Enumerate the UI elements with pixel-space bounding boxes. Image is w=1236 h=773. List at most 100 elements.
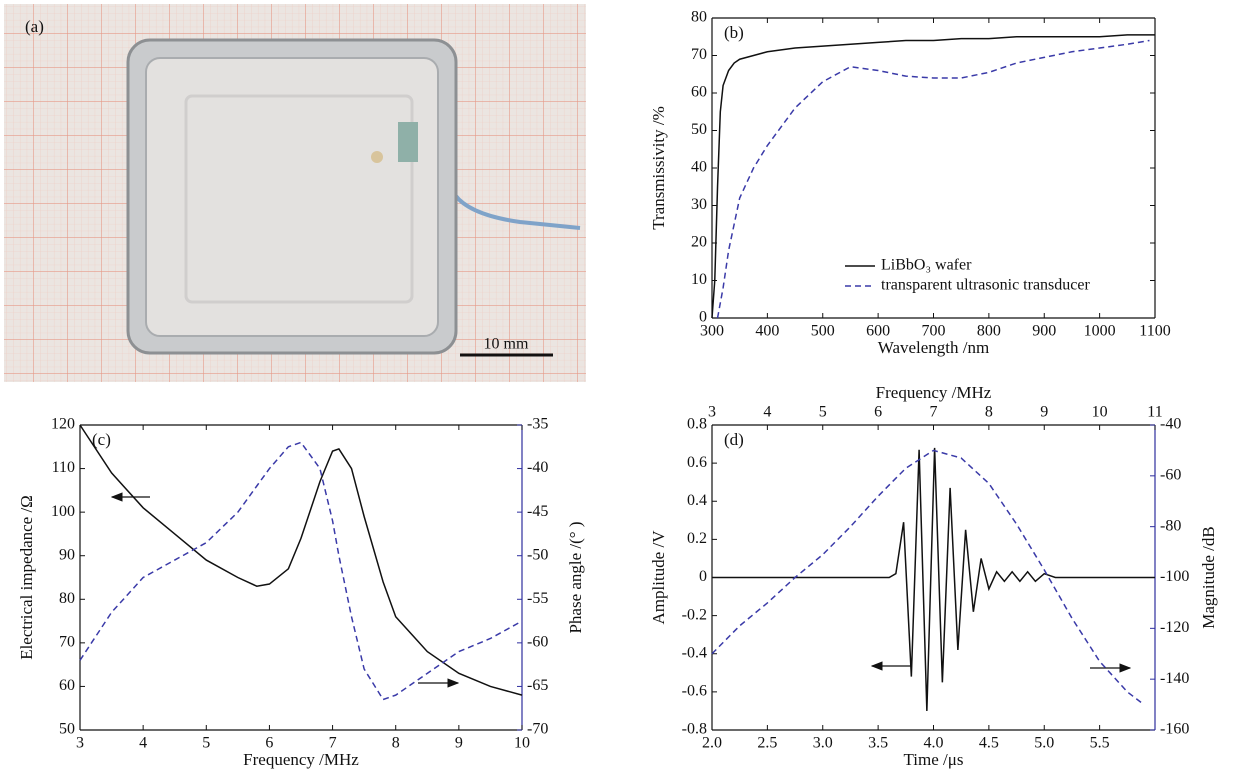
x-tick-label: 9 [455, 735, 463, 752]
y2-axis-title: Phase angle /(° ) [566, 521, 585, 633]
x-tick-label: 3.5 [868, 735, 888, 752]
y-tick-label: -0.6 [682, 683, 707, 700]
y-tick-label: 80 [691, 9, 707, 26]
series-line [716, 39, 1150, 319]
y2-tick-label: -80 [1160, 517, 1181, 534]
x-tick-label: 1100 [1139, 323, 1170, 340]
element [371, 151, 383, 163]
y-tick-label: 40 [691, 159, 707, 176]
photo-panel: (a) 10 mm [4, 4, 586, 382]
cable [453, 193, 581, 230]
x-tick-label: 400 [755, 323, 779, 340]
y2-tick-label: -160 [1160, 721, 1189, 738]
x-tick-label: 2.0 [702, 735, 722, 752]
x-axis-title: Frequency /MHz [243, 750, 359, 769]
x-tick-label: 3 [76, 735, 84, 752]
y2-tick-label: -60 [1160, 467, 1181, 484]
x-tick-label: 10 [514, 735, 530, 752]
y2-tick-label: -45 [527, 503, 548, 520]
scale-bar-label: 10 mm [484, 336, 529, 353]
y-tick-label: 0.6 [687, 454, 707, 471]
x2-tick-label: 8 [985, 404, 993, 421]
y-tick-label: 60 [59, 677, 75, 694]
x2-tick-label: 4 [763, 404, 771, 421]
y-tick-label: 0.4 [687, 492, 707, 509]
panel-label: (c) [92, 430, 111, 449]
electrode [398, 122, 418, 162]
y-tick-label: 70 [691, 46, 707, 63]
panel-label: (d) [724, 430, 744, 449]
y-tick-label: 20 [691, 234, 707, 251]
y-axis-title: Electrical impedance /Ω [17, 495, 36, 660]
series-line [711, 449, 1145, 706]
y-tick-label: 90 [59, 546, 75, 563]
y-tick-label: 0 [699, 568, 707, 585]
y-tick-label: 0.2 [687, 530, 707, 547]
y-tick-label: 0.8 [687, 416, 707, 433]
series-line [79, 424, 523, 696]
y-tick-label: 0 [699, 309, 707, 326]
y-tick-label: 50 [59, 721, 75, 738]
x-tick-label: 600 [866, 323, 890, 340]
y2-tick-label: -100 [1160, 568, 1189, 585]
x-tick-label: 4.5 [979, 735, 999, 752]
inner-edge [184, 94, 414, 304]
series-line [711, 34, 1155, 319]
x-tick-label: 5.0 [1034, 735, 1054, 752]
y2-tick-label: -70 [527, 721, 548, 738]
y2-tick-label: -50 [527, 546, 548, 563]
x-axis-title: Wavelength /nm [878, 338, 989, 357]
y2-tick-label: -140 [1160, 670, 1189, 687]
panel-label: (a) [25, 17, 44, 36]
legend-label: transparent ultrasonic transducer [881, 277, 1090, 294]
x2-tick-label: 7 [930, 404, 938, 421]
x-tick-label: 4 [139, 735, 147, 752]
y-tick-label: 50 [691, 121, 707, 138]
window [145, 57, 439, 337]
x-tick-label: 700 [922, 323, 946, 340]
x-tick-label: 4.0 [924, 735, 944, 752]
x2-tick-label: 6 [874, 404, 882, 421]
series-line [79, 441, 523, 701]
y-axis-title: Amplitude /V [649, 530, 668, 625]
y2-tick-label: -40 [527, 459, 548, 476]
arrows [110, 492, 1132, 688]
x2-tick-label: 11 [1147, 404, 1162, 421]
x-tick-label: 500 [811, 323, 835, 340]
x-tick-label: 3.0 [813, 735, 833, 752]
series-line [712, 447, 1155, 711]
x-tick-label: 900 [1032, 323, 1056, 340]
x2-tick-label: 9 [1040, 404, 1048, 421]
x2-axis-title: Frequency /MHz [876, 383, 992, 402]
y-tick-label: 30 [691, 196, 707, 213]
panel-label: (b) [724, 23, 744, 42]
x-tick-label: 5 [202, 735, 210, 752]
y2-axis-title: Magnitude /dB [1199, 526, 1218, 628]
x-tick-label: 800 [977, 323, 1001, 340]
legend-label: LiBbO₃ wafer [881, 257, 972, 274]
y-tick-label: -0.8 [682, 721, 707, 738]
y-tick-label: 110 [52, 459, 75, 476]
x-tick-label: 6 [265, 735, 273, 752]
y2-tick-label: -120 [1160, 619, 1189, 636]
y-tick-label: 70 [59, 634, 75, 651]
x2-tick-label: 3 [708, 404, 716, 421]
y2-tick-label: -40 [1160, 416, 1181, 433]
x-axis-title: Time /μs [904, 750, 964, 769]
y-tick-label: 100 [51, 503, 75, 520]
y-tick-label: 80 [59, 590, 75, 607]
y-tick-label: 120 [51, 416, 75, 433]
x-tick-label: 5.5 [1090, 735, 1110, 752]
x-tick-label: 1000 [1084, 323, 1116, 340]
x-tick-label: 7 [329, 735, 337, 752]
x2-tick-label: 10 [1092, 404, 1108, 421]
y-tick-label: -0.4 [682, 644, 707, 661]
x-tick-label: 2.5 [757, 735, 777, 752]
y2-tick-label: -55 [527, 590, 548, 607]
x2-tick-label: 5 [819, 404, 827, 421]
y2-tick-label: -65 [527, 677, 548, 694]
y2-tick-label: -60 [527, 634, 548, 651]
x-tick-label: 300 [700, 323, 724, 340]
y-tick-label: 60 [691, 84, 707, 101]
